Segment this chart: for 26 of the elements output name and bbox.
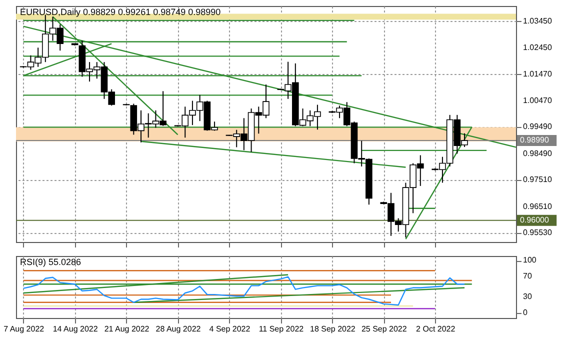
x-tick-label: 25 Sep 2022 <box>361 324 408 334</box>
y-tick-label: 100 <box>523 256 537 265</box>
x-tick-label: 21 Aug 2022 <box>104 324 150 334</box>
y-tick-label: 1.00470 <box>523 96 552 106</box>
x-tick-label: 18 Sep 2022 <box>310 324 356 334</box>
ref-line-label: 0.98990 <box>520 136 550 145</box>
x-tick-label: 7 Aug 2022 <box>4 324 45 334</box>
y-tick-label: 1.03450 <box>523 16 552 26</box>
chart-title: RSI(9) 55.0286 <box>20 257 82 267</box>
y-tick-label: 0.96510 <box>523 202 552 211</box>
y-tick-label: 1.02450 <box>523 43 552 52</box>
y-tick-label: 0.97510 <box>523 175 552 184</box>
y-tick-label: 0.98490 <box>523 148 552 158</box>
y-tick-label: 0.95530 <box>523 228 552 237</box>
x-tick-label: 11 Sep 2022 <box>258 324 304 334</box>
x-tick-label: 14 Aug 2022 <box>52 324 98 334</box>
y-tick-label: 0 <box>523 308 528 317</box>
y-tick-label: 30 <box>523 292 532 302</box>
x-tick-label: 4 Sep 2022 <box>209 324 251 334</box>
y-tick-label: 1.01470 <box>523 69 552 78</box>
x-tick-label: 2 Oct 2022 <box>416 324 456 334</box>
chart-title: EURUSD,Daily 0.98829 0.99261 0.98749 0.98990 <box>20 7 221 17</box>
y-tick-label: 0.99490 <box>523 122 552 132</box>
y-tick-label: 70 <box>523 271 532 280</box>
x-tick-label: 28 Aug 2022 <box>156 324 202 334</box>
ref-line-label: 0.96000 <box>520 215 550 224</box>
